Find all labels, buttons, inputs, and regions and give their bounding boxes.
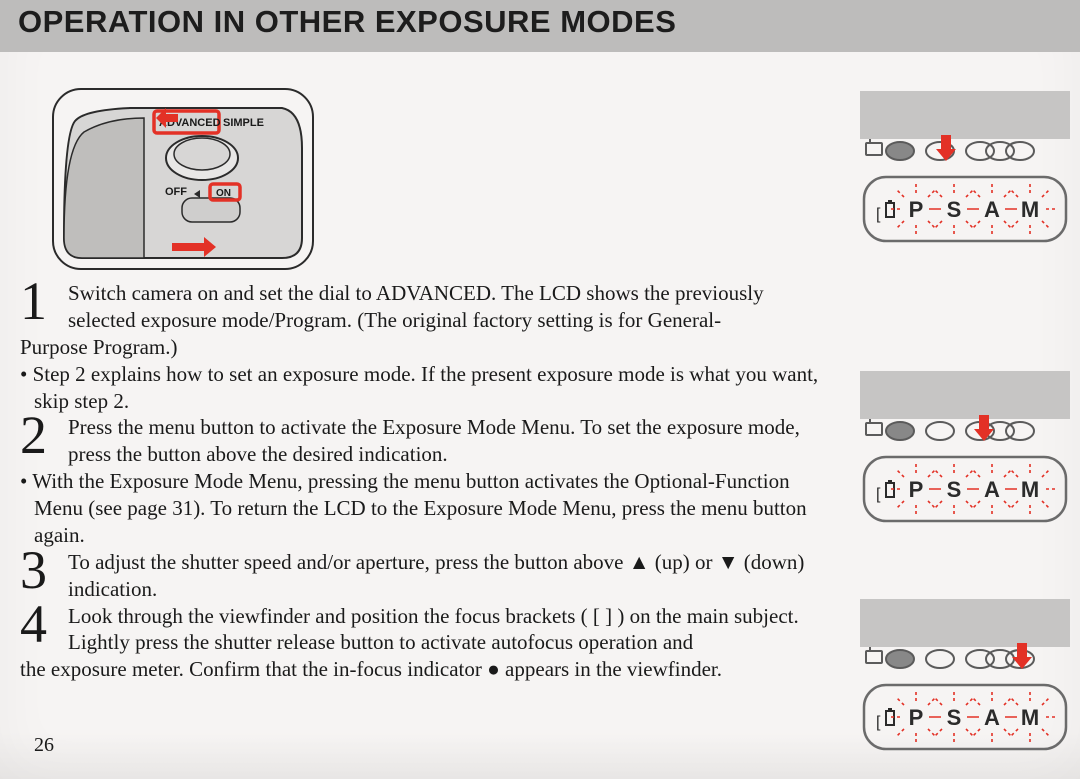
step-number: 1 — [20, 276, 68, 327]
step-text: To adjust the shutter speed and/or apert… — [68, 549, 830, 603]
svg-text:ON: ON — [216, 188, 231, 199]
step-number: 3 — [20, 545, 68, 596]
step-text: Look through the viewfinder and position… — [68, 603, 830, 657]
step-continuation: the exposure meter. Confirm that the in-… — [20, 656, 830, 683]
lcd-highlight-bar — [860, 371, 1070, 419]
step: 3To adjust the shutter speed and/or aper… — [20, 549, 830, 603]
svg-text:S: S — [947, 705, 962, 730]
lcd-highlight-bar — [860, 91, 1070, 139]
step-text: Press the menu button to activate the Ex… — [68, 414, 830, 468]
svg-text:[: [ — [876, 206, 881, 223]
step: 4Look through the viewfinder and positio… — [20, 603, 830, 657]
svg-text:S: S — [947, 477, 962, 502]
lcd-diagram: [ P — [860, 641, 1070, 771]
svg-text:S: S — [947, 197, 962, 222]
svg-text:A: A — [984, 197, 1000, 222]
svg-text:M: M — [1021, 477, 1039, 502]
svg-text:M: M — [1021, 705, 1039, 730]
svg-text:M: M — [1021, 197, 1039, 222]
step: 1Switch camera on and set the dial to AD… — [20, 280, 830, 334]
step-continuation: Purpose Program.) — [20, 334, 830, 361]
step-text: Switch camera on and set the dial to ADV… — [68, 280, 830, 334]
page-title: OPERATION IN OTHER EXPOSURE MODES — [18, 4, 676, 40]
svg-text:OFF: OFF — [165, 186, 187, 198]
camera-illustration: ADVANCED SIMPLE OFF ON — [52, 88, 314, 270]
step: 2Press the menu button to activate the E… — [20, 414, 830, 468]
svg-text:[: [ — [876, 486, 881, 503]
svg-text:A: A — [984, 477, 1000, 502]
svg-text:A: A — [984, 705, 1000, 730]
svg-text:[: [ — [876, 714, 881, 731]
svg-text:P: P — [909, 477, 924, 502]
lcd-diagram: [ P — [860, 413, 1070, 543]
step-bullet: • With the Exposure Mode Menu, pressing … — [34, 468, 830, 549]
manual-page: OPERATION IN OTHER EXPOSURE MODES ADVANC… — [0, 0, 1080, 779]
lcd-column: [ P — [860, 85, 1070, 755]
step-bullet: • Step 2 explains how to set an exposure… — [34, 361, 830, 415]
step-number: 2 — [20, 410, 68, 461]
lcd-highlight-bar — [860, 599, 1070, 647]
svg-text:P: P — [909, 705, 924, 730]
page-number: 26 — [34, 734, 54, 757]
svg-text:P: P — [909, 197, 924, 222]
body-text: 1Switch camera on and set the dial to AD… — [20, 280, 830, 683]
label-simple: SIMPLE — [223, 117, 264, 129]
step-number: 4 — [20, 599, 68, 650]
lcd-diagram: [ P — [860, 133, 1070, 263]
